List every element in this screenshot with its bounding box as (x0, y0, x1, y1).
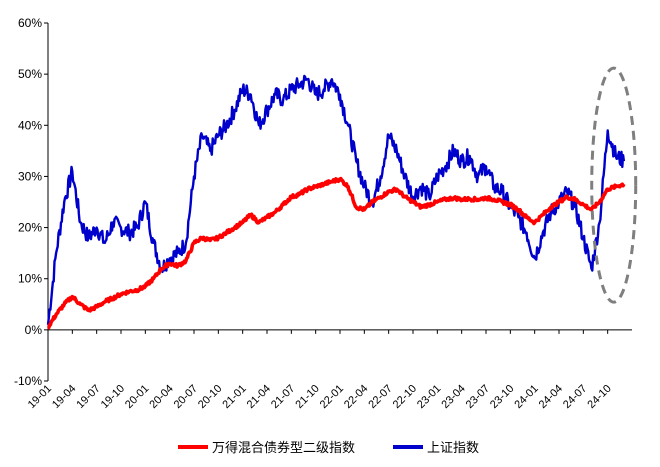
y-tick-label: 20% (18, 221, 42, 235)
x-tick-label: 24-04 (537, 383, 565, 411)
y-tick-label: -10% (14, 374, 42, 388)
x-tick-label: 24-01 (512, 383, 540, 411)
x-tick-label: 20-07 (172, 383, 200, 411)
y-tick-label: 30% (18, 169, 42, 183)
x-tick-label: 21-07 (269, 383, 297, 411)
x-tick-label: 19-07 (74, 383, 102, 411)
y-axis: -10% 0% 10% 20% 30% 40% 50% 60% (14, 16, 49, 388)
x-tick-label: 21-10 (293, 383, 321, 411)
legend-label-bond-index: 万得混合债券型二级指数 (212, 440, 355, 456)
y-tick-label: 60% (18, 16, 42, 30)
x-tick-label: 23-01 (415, 383, 443, 411)
x-tick-label: 22-10 (391, 383, 419, 411)
x-tick-label: 20-01 (123, 383, 151, 411)
x-tick-label: 20-04 (147, 383, 175, 411)
y-tick-label: 40% (18, 118, 42, 132)
x-tick-label: 22-07 (366, 383, 394, 411)
series-layer (46, 74, 626, 330)
y-tick-label: 0% (25, 323, 43, 337)
highlight-ellipse (590, 66, 638, 304)
x-tick-label: 21-01 (220, 383, 248, 411)
x-tick-label: 21-04 (245, 383, 273, 411)
x-tick-label: 19-10 (99, 383, 127, 411)
x-tick-label: 22-01 (318, 383, 346, 411)
series-line-shanghai-index (46, 74, 626, 325)
x-tick-label: 23-07 (464, 383, 492, 411)
y-tick-label: 10% (18, 272, 42, 286)
x-tick-label: 24-07 (561, 383, 589, 411)
x-tick-label: 19-04 (50, 383, 78, 411)
y-tick-label: 50% (18, 67, 42, 81)
x-axis: 19-0119-0419-0719-1020-0120-0420-0720-10… (26, 329, 632, 411)
legend-label-shanghai-index: 上证指数 (427, 441, 479, 456)
x-tick-label: 22-04 (342, 383, 370, 411)
series-line-bond-index (47, 176, 626, 330)
x-tick-label: 20-10 (196, 383, 224, 411)
x-tick-label: 23-04 (439, 383, 467, 411)
x-tick-label: 23-10 (488, 383, 516, 411)
x-tick-label: 24-10 (585, 383, 613, 411)
highlight-layer (590, 66, 638, 304)
legend: 万得混合债券型二级指数 上证指数 (178, 440, 479, 456)
